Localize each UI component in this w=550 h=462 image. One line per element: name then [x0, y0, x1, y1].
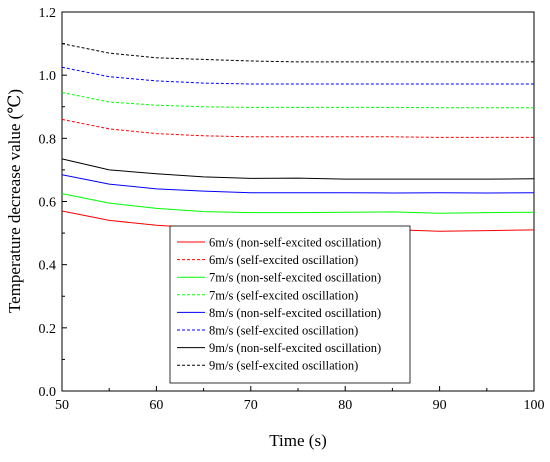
x-tick-label: 80 [338, 398, 352, 413]
x-axis-label: Time (s) [269, 431, 326, 450]
series-lines [61, 43, 535, 232]
series-line-5 [61, 174, 535, 194]
x-tick-label: 50 [55, 398, 69, 413]
x-tick-label: 60 [149, 398, 163, 413]
legend-label: 6m/s (self-excited oscillation) [209, 253, 358, 267]
legend-label: 9m/s (self-excited oscillation) [209, 359, 358, 373]
legend-box [169, 225, 411, 384]
x-tick-label: 100 [524, 398, 545, 413]
y-tick-label: 1.0 [39, 69, 57, 84]
legend-label: 8m/s (non-self-excited oscillation) [209, 306, 381, 320]
legend-label: 7m/s (non-self-excited oscillation) [209, 271, 381, 285]
legend: 6m/s (non-self-excited oscillation) 6m/s … [169, 225, 411, 384]
y-axis-label: Temperature decrease value (℃) [5, 89, 24, 313]
x-tick-label: 70 [244, 398, 258, 413]
legend-label: 7m/s (self-excited oscillation) [209, 288, 358, 302]
legend-label: 8m/s (self-excited oscillation) [209, 324, 358, 338]
y-tick-label: 0.0 [39, 385, 57, 400]
series-line-2 [61, 118, 534, 138]
y-tick-label: 0.4 [39, 259, 57, 274]
series-line-6 [61, 66, 534, 85]
series-line-7 [61, 158, 535, 180]
legend-label: 6m/s (non-self-excited oscillation) [209, 236, 381, 250]
y-tick-label: 0.8 [39, 132, 57, 147]
series-line-8 [61, 43, 534, 63]
x-tick-label: 90 [433, 398, 447, 413]
axis-ticks: 50 60 70 80 90 100 0.0 0.2 0.4 0.6 0.8 1.0 1.2 [39, 6, 545, 413]
y-tick-label: 0.2 [39, 322, 57, 337]
y-tick-label: 1.2 [39, 6, 57, 21]
legend-label: 9m/s (non-self-excited oscillation) [209, 341, 381, 355]
y-tick-label: 0.6 [39, 196, 57, 211]
series-line-3 [61, 193, 535, 214]
series-line-4 [61, 92, 534, 109]
